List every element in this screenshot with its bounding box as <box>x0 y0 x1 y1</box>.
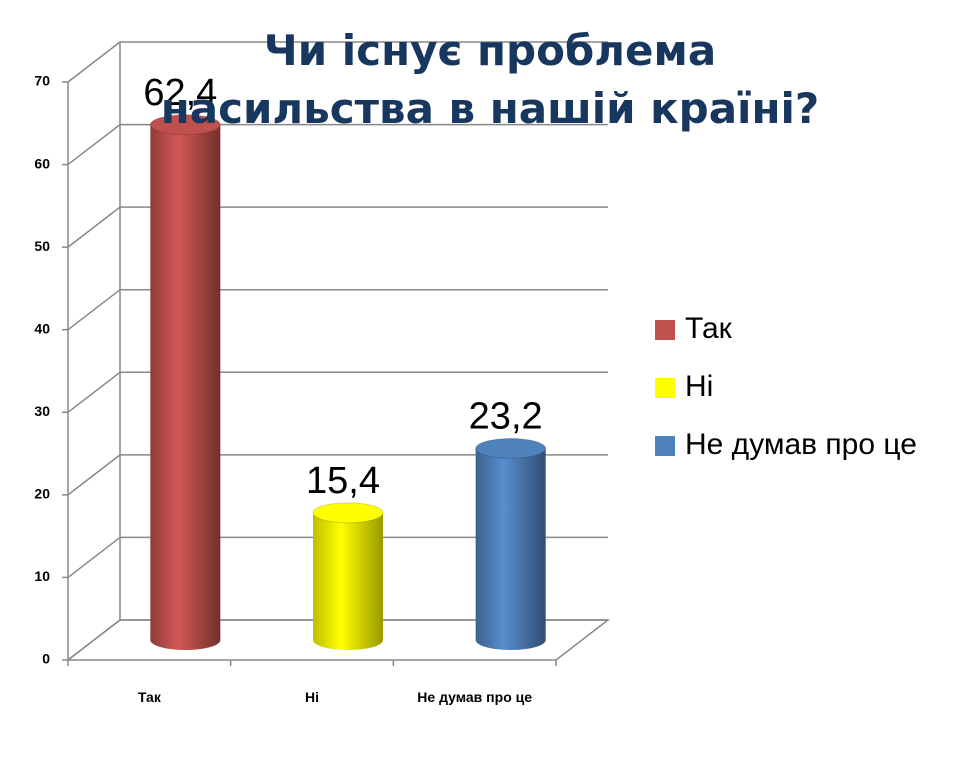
x-tick-label: Не думав про це <box>417 689 533 705</box>
legend-label: Так <box>685 312 733 345</box>
legend-swatch <box>655 320 675 340</box>
bar-top <box>149 114 221 136</box>
y-tick-label: 0 <box>42 651 50 667</box>
value-label: 15,4 <box>306 460 380 502</box>
x-tick-label: Так <box>137 689 161 705</box>
y-tick-label: 70 <box>34 73 50 89</box>
grid-line <box>67 619 121 661</box>
bar <box>150 124 221 641</box>
y-tick-label: 60 <box>34 155 50 171</box>
bar <box>475 448 546 640</box>
grid-line <box>67 536 121 579</box>
value-label: 62,4 <box>143 72 217 114</box>
grid-line <box>67 454 121 496</box>
y-tick-label: 50 <box>34 238 50 254</box>
legend-label: Не думав про це <box>685 428 917 461</box>
grid-line <box>67 41 121 83</box>
chart-title: Чи існує проблема насильства в нашій кра… <box>160 26 820 133</box>
value-label: 23,2 <box>469 395 543 437</box>
legend-swatch <box>655 436 675 456</box>
grid-line <box>67 289 121 331</box>
legend-swatch <box>655 378 675 398</box>
x-tick-label: Ні <box>305 689 319 705</box>
y-tick-label: 20 <box>34 486 50 502</box>
bar-top <box>475 437 547 459</box>
bar-top <box>312 502 384 524</box>
y-tick-label: 40 <box>34 320 50 336</box>
bar <box>313 512 383 640</box>
y-tick-label: 30 <box>34 403 50 419</box>
y-tick-label: 10 <box>34 568 50 584</box>
legend-label: Ні <box>685 370 713 403</box>
grid-line <box>67 206 121 248</box>
grid-line <box>67 123 121 166</box>
grid-line <box>67 371 121 413</box>
